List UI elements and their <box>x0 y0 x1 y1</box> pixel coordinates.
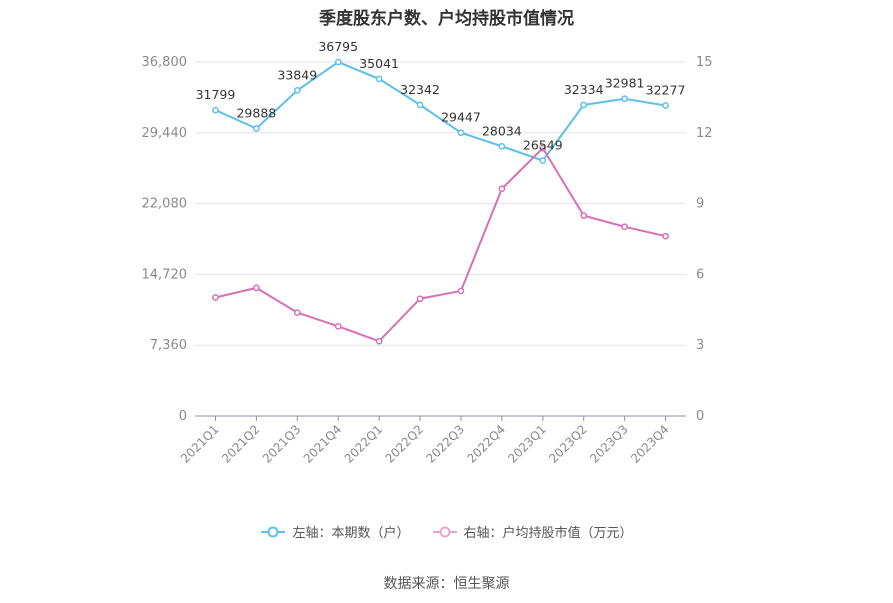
data-label: 29888 <box>236 105 276 120</box>
left-axis-tick-label: 36,800 <box>142 55 188 70</box>
right-series-point <box>621 223 628 231</box>
data-label: 32981 <box>605 76 645 91</box>
left-axis-tick-label: 14,720 <box>142 267 188 282</box>
left-series-point <box>498 142 506 150</box>
data-label: 31799 <box>196 87 236 102</box>
legend-label-right-series: 右轴：户均持股市值（万元） <box>463 526 633 541</box>
right-axis-tick-label: 15 <box>696 55 713 70</box>
x-axis-tick-label: 2021Q3 <box>260 422 304 466</box>
x-axis-tick-label: 2023Q1 <box>505 422 549 466</box>
chart-title: 季度股东户数、户均持股市值情况 <box>319 9 574 29</box>
left-series-point <box>293 87 301 94</box>
x-axis-tick-label: 2021Q4 <box>301 422 345 466</box>
left-axis-tick-label: 22,080 <box>142 197 188 212</box>
right-axis-tick-label: 9 <box>696 197 704 212</box>
left-series-point <box>334 58 342 66</box>
x-axis-tick-label: 2021Q1 <box>178 422 222 466</box>
x-axis-tick-label: 2023Q4 <box>628 422 672 466</box>
x-axis-tick-label: 2023Q3 <box>587 422 631 466</box>
legend-marker-right-icon <box>432 526 457 537</box>
left-axis-tick-label: 0 <box>179 409 187 424</box>
right-series-point <box>293 309 301 316</box>
grid-lines <box>195 61 686 346</box>
left-series-point <box>253 125 260 132</box>
data-label: 29447 <box>441 110 481 125</box>
data-label: 36795 <box>318 39 358 54</box>
series-layer <box>212 58 669 345</box>
left-series-point <box>375 75 383 83</box>
left-series-point <box>621 95 628 103</box>
left-series-point <box>212 106 219 114</box>
x-axis-tick-label: 2022Q1 <box>342 422 386 466</box>
right-series-point <box>580 212 588 219</box>
right-series-point <box>498 185 506 193</box>
right-series-point <box>539 144 547 152</box>
right-series-point <box>212 294 219 301</box>
x-axis-tick-label: 2022Q4 <box>464 422 508 466</box>
left-series-point <box>662 102 669 109</box>
data-label: 32277 <box>646 83 686 98</box>
right-series-point <box>457 287 465 295</box>
left-axis-tick-label: 29,440 <box>142 126 188 141</box>
data-label: 32342 <box>400 82 440 97</box>
right-series-point <box>662 232 669 240</box>
right-axis-tick-label: 12 <box>696 126 713 141</box>
legend-marker-left-icon <box>261 526 286 537</box>
legend-label-left-series: 左轴：本期数（户） <box>292 526 410 541</box>
right-axis-tick-label: 0 <box>696 409 704 424</box>
x-axis-tick-label: 2021Q2 <box>219 422 263 466</box>
data-label: 28034 <box>482 123 522 138</box>
data-source: 数据来源：恒生聚源 <box>383 576 510 592</box>
right-series-line <box>215 146 666 343</box>
left-series-point <box>539 157 547 164</box>
data-label: 26549 <box>523 138 563 153</box>
right-axis-tick-label: 6 <box>696 267 704 282</box>
legend-item-left-series[interactable]: 左轴：本期数（户） <box>260 522 410 541</box>
right-series-point <box>334 322 342 330</box>
left-series-point <box>457 129 465 137</box>
right-series-point <box>416 295 424 303</box>
right-axis-tick-label: 3 <box>696 338 704 353</box>
left-axis-tick-label: 7,360 <box>150 338 187 353</box>
right-series-point <box>375 337 383 345</box>
data-label: 32334 <box>564 82 604 97</box>
x-axis-tick-label: 2022Q2 <box>383 422 427 466</box>
right-series-point <box>253 284 260 292</box>
data-label: 35041 <box>359 56 399 71</box>
axes: 0 0 7,360 3 14,720 6 22,080 9 29,440 12 36,800 15 20… <box>142 55 713 466</box>
left-series-point <box>580 101 588 109</box>
x-axis-tick-label: 2022Q3 <box>424 422 468 466</box>
x-axis-tick-label: 2023Q2 <box>546 422 590 466</box>
legend-item-right-series[interactable]: 右轴：户均持股市值（万元） <box>432 522 633 541</box>
legend: 左轴：本期数（户） 右轴：户均持股市值（万元） <box>0 522 893 541</box>
data-label: 33849 <box>277 67 317 82</box>
left-series-line <box>215 60 666 162</box>
left-series-point <box>416 101 424 109</box>
